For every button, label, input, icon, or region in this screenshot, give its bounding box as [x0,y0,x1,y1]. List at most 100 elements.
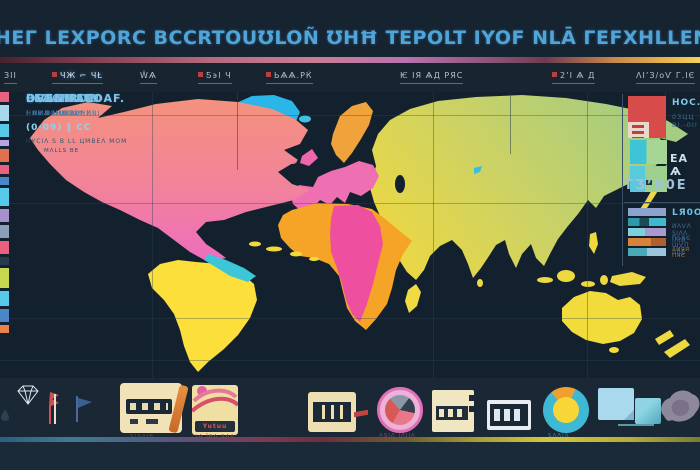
world-map [30,95,690,372]
diamond-icon[interactable] [14,384,42,410]
color-chip [0,188,9,206]
tab-7[interactable]: 2ʼІ Ѧ Д [552,71,596,84]
grid-line-vertical [152,92,153,378]
color-chip [0,209,9,222]
right-group-subtext: ΛИЯЯ ПЯЄ [672,247,690,259]
split-color-card-icon[interactable] [630,140,667,164]
calculator-icon[interactable] [487,400,531,430]
tab-bar: ЗІІ ЧЖ ⌐ ЧŁ ŴѦ Ƽ϶І Ч ЬѦѦ.РЌ Ѥ ІЯ ѦД РЯС … [0,63,700,93]
blue-flag-icon[interactable] [74,394,96,426]
folder-swirl-icon[interactable]: Yutuu [192,385,238,435]
region-africa-east [330,205,383,322]
tab-6[interactable]: Ѥ ІЯ ѦД РЯС [400,71,464,84]
legend-item-2[interactable]: LEACII EIN ( ІІ ІИСНΛ ). [26,92,100,117]
right-group-subtext: ПЅЌЄ ШѴП ΛΛЄ [672,235,691,256]
red-chip-icon [198,72,203,77]
grid-line-horizontal [0,318,700,319]
legend-sublabel: НЬВ ВΛНИЛИНИВІ [26,109,101,117]
region-caribbean [249,241,319,261]
region-sri-lanka [477,279,483,287]
icon-dock: ЅІΛΛІВ Yutuu ІΛ ЇВΛ ЅΛΛ ΛЅІΛ ІΛІІΛ ЅΛΛІΛ [0,378,700,440]
bar-swatch[interactable] [628,228,666,236]
region-new-zealand [655,330,690,358]
page-title: 4ɟ8 HEΓ LEXPORC BCCRTOUƱLOÑ ƱHĦ TEPOLT I… [0,27,700,49]
red-tail-icon [354,409,368,418]
right-card-title: HOC.TCV [672,98,700,108]
legend-timestamp: (0·09) ‖ СС [26,123,92,133]
grid-line-vertical [587,92,588,378]
drop-icon [1,406,9,425]
header: 4ɟ8 HEΓ LEXPORC BCCRTOUƱLOÑ ƱHĦ TEPOLT I… [0,0,700,57]
right-card-label: EA Ѧ [670,152,689,178]
color-chip [0,149,9,162]
grid-line-horizontal [0,203,700,204]
tab-2[interactable]: ЧЖ ⌐ ЧŁ [52,71,103,84]
split-color-card-icon[interactable] [630,166,667,192]
cassette-card-icon[interactable] [308,392,356,432]
color-chip [0,140,9,146]
color-chip [0,225,9,238]
right-panel-divider [622,94,623,266]
legend-label: OSASMATO [26,92,104,105]
region-new-guinea [610,272,646,286]
bar-swatch[interactable] [628,248,666,256]
grid-line-vertical [433,92,434,378]
tab-8[interactable]: ΛІʼЗ/οѴ Г.ІЄ [636,71,696,84]
grid-line-horizontal [0,115,700,116]
region-iceland [299,115,311,123]
region-south-america [148,260,257,372]
tab-4[interactable]: Ƽ϶І Ч [198,71,232,84]
tab-5[interactable]: ЬѦѦ.РЌ [266,71,313,84]
grid-line-horizontal [0,360,700,361]
region-philippines [589,232,598,254]
right-panel-rule [624,202,700,203]
map-section: BLNAʼROE ( ΛѴΛ ІНСΛΛΛ ) LEACII EIN ( ІІ … [0,92,700,379]
flag-card-icon[interactable] [628,96,666,138]
bar-swatch[interactable] [628,218,666,226]
color-chip [0,309,9,322]
color-chip [0,124,9,137]
footer-strip [0,442,700,470]
icon-caption: ЅΛΛІΛ [548,433,570,439]
pie-donut-chart-icon[interactable] [543,387,589,433]
right-group-subtext: ИΛѴΛ ЅІΛΛ ЇΛІИ [672,223,692,244]
region-uk [300,149,318,166]
pink-donut-chart-icon[interactable] [377,387,423,433]
legend-color-strip [0,92,9,333]
color-chip [0,325,9,333]
color-chip [0,92,9,102]
bar-swatch[interactable] [628,208,666,216]
region-australia [562,291,642,344]
icon-caption: ΛЅІΛ ІΛІІΛ [379,433,416,439]
grid-line-vertical [510,92,511,154]
sticky-notes-icon[interactable] [598,386,662,426]
red-flag-icon[interactable] [46,390,62,430]
legend-item-1[interactable]: BLNAʼROE ( ΛѴΛ ІНСΛΛΛ ) [26,92,97,117]
region-central-america [204,254,256,282]
region-madagascar [405,284,421,313]
color-chip [0,268,9,288]
right-card-subtitle: 03ЦЦ ВІ.-0ІІ [672,113,698,129]
header-gradient-rule [0,57,700,63]
legend-label: LEACII EIN [26,92,100,105]
red-chip-icon [266,72,271,77]
color-chip [0,105,9,121]
right-bar-list [628,208,666,256]
hand-blob-icon[interactable] [656,386,700,432]
legend-item-4[interactable]: DVENIR.COAF. НЬВ ВΛНИЛИНИВІ (0·09) ‖ СС … [26,92,127,154]
legend-item-3[interactable]: OSASMATO ( ΛѴΛ НОВΛLΛ ) [26,92,103,117]
color-chip [0,241,9,254]
color-chip [0,177,9,185]
red-chip-icon [52,72,57,77]
lake-baikal [474,166,482,174]
bar-swatch[interactable] [628,238,666,246]
tab-1[interactable]: ЗІІ [4,71,17,84]
region-indonesia [537,270,608,287]
footer-gradient-rule [0,437,700,442]
right-panel-heading: TƷʼB0E [624,178,688,193]
tab-3[interactable]: ŴѦ [140,71,157,84]
legend-note: ІІУСІΛ Ѕ В LL ЦМВЕΛ МОМ [26,138,128,145]
folder-title: Yutuu [195,421,235,432]
notebook-card-icon[interactable] [432,390,475,432]
